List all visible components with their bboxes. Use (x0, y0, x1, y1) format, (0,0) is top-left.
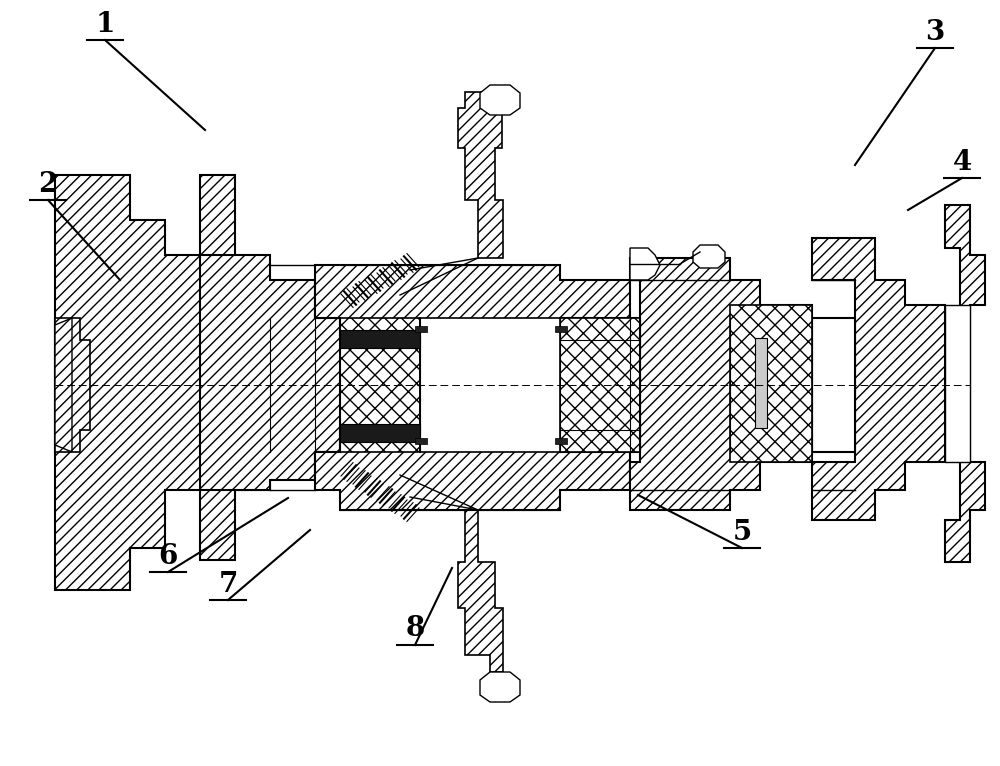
Polygon shape (458, 510, 503, 672)
Bar (55, 318, 955, 452)
Text: 8: 8 (405, 616, 425, 643)
Polygon shape (200, 255, 340, 490)
Polygon shape (458, 92, 503, 258)
Polygon shape (560, 318, 640, 452)
Polygon shape (315, 430, 630, 510)
Polygon shape (480, 672, 520, 702)
Bar (415, 438, 427, 444)
Polygon shape (812, 238, 945, 520)
Polygon shape (480, 85, 520, 115)
Text: 2: 2 (38, 171, 58, 198)
Text: 3: 3 (925, 18, 945, 45)
Text: 6: 6 (158, 542, 178, 569)
Bar (555, 326, 567, 332)
Polygon shape (55, 175, 270, 590)
Bar (340, 330, 420, 348)
Text: 4: 4 (952, 149, 972, 175)
Bar (415, 326, 427, 332)
Polygon shape (945, 205, 985, 562)
Polygon shape (55, 318, 72, 452)
Bar (755, 338, 767, 428)
Bar (555, 438, 567, 444)
Text: 5: 5 (732, 519, 752, 545)
Bar (420, 318, 560, 452)
Text: 7: 7 (218, 571, 238, 597)
Bar (945, 305, 970, 462)
Polygon shape (630, 258, 812, 510)
Polygon shape (693, 245, 725, 268)
Polygon shape (55, 318, 90, 452)
Text: 1: 1 (95, 11, 115, 38)
Bar (340, 424, 420, 442)
Polygon shape (630, 248, 660, 280)
Polygon shape (315, 265, 630, 340)
Polygon shape (730, 305, 812, 462)
Polygon shape (340, 318, 420, 452)
